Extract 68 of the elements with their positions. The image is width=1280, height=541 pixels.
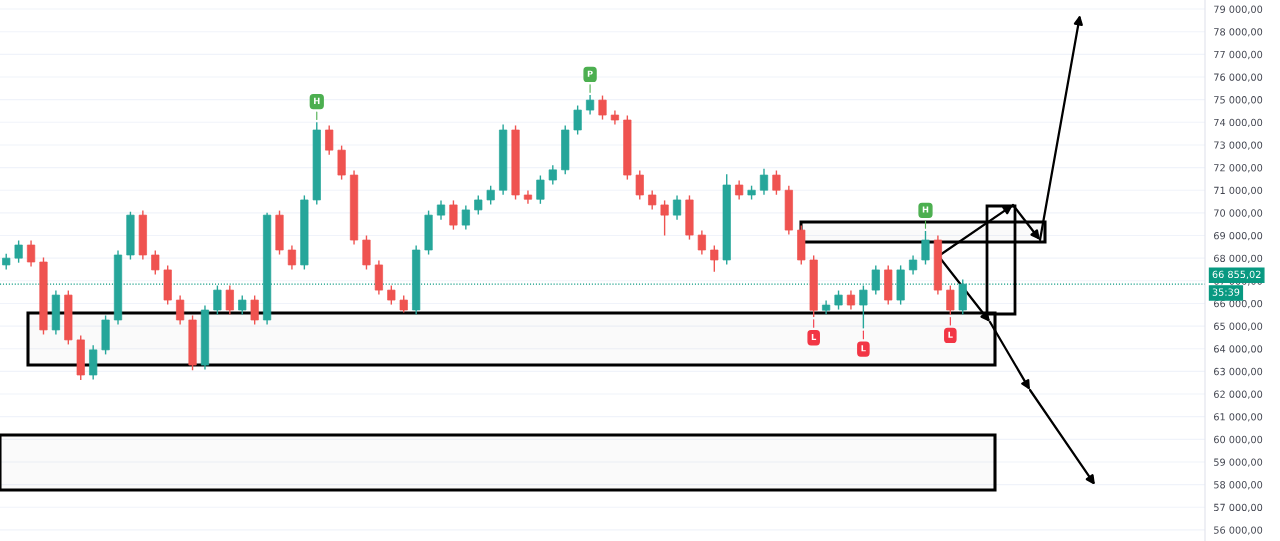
annotation: P [587,70,593,77]
annotation: L [948,331,953,338]
candlestick [287,244,297,271]
y-tick-label: 74 000,00 [1214,118,1263,128]
candlestick [846,289,856,311]
y-tick-label: 72 000,00 [1214,164,1263,173]
candlestick [921,230,930,266]
y-tick-label: 65 000,00 [1214,322,1263,331]
candlestick [834,289,843,311]
y-tick-label: 71 000,00 [1214,186,1263,196]
candlestick [908,254,918,276]
candlestick [176,294,185,326]
candlestick [772,169,781,196]
candlestick [486,184,495,206]
candlestick [225,284,234,316]
y-tick-label: 62 000,00 [1214,390,1263,399]
candlestick [14,239,23,264]
y-tick-label: 79 000,00 [1214,5,1263,14]
y-tick-label: 77 000,00 [1214,50,1263,60]
candlestick [660,199,669,237]
candlestick [759,168,769,196]
candlestick [598,94,607,121]
candlestick [387,284,396,306]
y-tick-label: 60 000,00 [1214,435,1263,445]
y-tick-label: 63 000,00 [1214,367,1263,377]
y-tick-label: 58 000,00 [1214,481,1263,490]
y-tick-label: 61 000,00 [1214,413,1263,422]
candlestick [26,239,36,268]
y-tick-label: 59 000,00 [1214,458,1263,467]
candlestick [648,189,657,211]
candlestick [536,174,545,205]
y-tick-label: 68 000,00 [1214,254,1263,263]
candlestick [697,229,706,256]
candlestick [573,104,582,136]
y-tick-label: 75 000,00 [1214,96,1263,105]
candlestick [436,199,446,221]
candlestick [946,284,955,316]
y-tick-label: 56 000,00 [1214,526,1263,535]
annotation: L [811,333,817,341]
y-tick-label: 76 000,00 [1214,73,1263,82]
candlestick [474,194,483,216]
y-tick-label: 78 000,00 [1214,28,1263,37]
candlestick [250,294,259,326]
text: 35:39 [1212,288,1240,296]
candlestick [635,169,644,201]
candlestick [449,199,458,231]
candlestick [710,244,719,273]
candlestick [238,294,247,316]
y-tick-label: 64 000,00 [1214,345,1263,354]
candlestick [325,124,334,156]
annotation: H [922,206,929,213]
candlestick [151,249,160,276]
candlestick [672,194,682,221]
candlestick [461,204,470,231]
y-tick-label: 66 000,00 [1214,299,1263,309]
candlestick [871,264,880,296]
ref-line-label: 66 855,02 [1212,270,1261,280]
annotation: L [861,345,866,352]
candlestick [586,94,595,116]
y-tick-label: 69 000,00 [1214,231,1263,241]
candlestick [213,284,222,316]
candlestick [859,284,868,330]
y-tick-label: 73 000,00 [1214,141,1263,150]
candlestick [548,164,557,186]
annotation: H [314,97,320,104]
y-tick-label: 70 000,00 [1214,209,1263,218]
candlestick [735,179,744,201]
y-tick-label: 57 000,00 [1214,503,1263,513]
